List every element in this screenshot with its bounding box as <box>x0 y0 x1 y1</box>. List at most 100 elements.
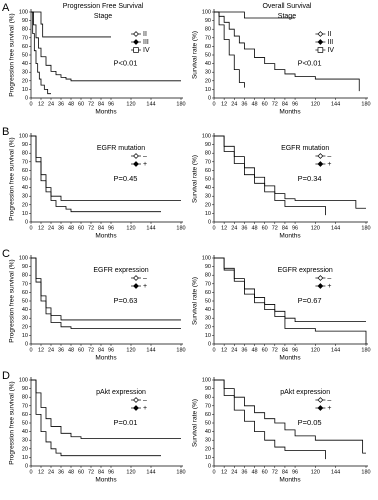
survival-curve <box>31 379 181 439</box>
x-tick-label: 180 <box>361 469 370 475</box>
legend-label: + <box>143 405 147 412</box>
y-tick-label: 70 <box>205 35 211 41</box>
y-tick-label: 10 <box>22 333 28 339</box>
y-tick-label: 30 <box>205 194 211 200</box>
y-tick-label: 90 <box>22 142 28 148</box>
p-value: P=0.01 <box>114 418 138 427</box>
legend-title: Stage <box>94 13 112 20</box>
x-tick-label: 36 <box>58 469 64 475</box>
x-tick-label: 12 <box>221 225 227 231</box>
legend-label: – <box>143 397 147 404</box>
y-tick-label: 100 <box>19 255 28 261</box>
x-axis-label: Months <box>95 109 117 116</box>
x-tick-label: 0 <box>212 225 215 231</box>
x-tick-label: 120 <box>311 347 320 353</box>
x-axis-label: Months <box>279 355 301 362</box>
y-tick-label: 60 <box>205 168 211 174</box>
y-tick-label: 10 <box>205 455 211 461</box>
y-tick-label: 30 <box>205 316 211 322</box>
x-axis-label: Months <box>279 233 301 240</box>
x-tick-label: 120 <box>311 469 320 475</box>
y-tick-label: 30 <box>205 70 211 76</box>
y-tick-label: 90 <box>205 386 211 392</box>
x-tick-label: 0 <box>212 469 215 475</box>
legend-marker <box>317 31 324 37</box>
x-tick-label: 36 <box>241 469 247 475</box>
x-tick-label: 84 <box>282 225 288 231</box>
y-tick-label: 80 <box>22 395 28 401</box>
y-axis-label: Progression free survival (%) <box>9 137 16 220</box>
y-tick-label: 10 <box>22 87 28 93</box>
x-tick-label: 180 <box>176 469 185 475</box>
x-tick-label: 144 <box>331 469 340 475</box>
y-tick-label: 50 <box>22 176 28 182</box>
x-tick-label: 72 <box>88 101 94 107</box>
survival-curve <box>214 135 326 216</box>
x-tick-label: 60 <box>262 101 268 107</box>
legend-marker <box>317 275 324 281</box>
y-tick-label: 40 <box>205 185 211 191</box>
survival-curve <box>31 257 181 321</box>
y-tick-label: 0 <box>208 219 211 225</box>
p-value: P=0.67 <box>298 296 322 305</box>
chart-title: pAkt expression <box>280 389 330 396</box>
p-value: P=0.34 <box>298 174 322 183</box>
legend-label: IV <box>143 47 150 54</box>
legend-marker <box>133 31 139 37</box>
survival-curve <box>31 135 181 201</box>
legend-marker <box>133 283 139 289</box>
x-tick-label: 96 <box>108 469 114 475</box>
y-tick-label: 10 <box>22 211 28 217</box>
x-tick-label: 36 <box>58 347 64 353</box>
y-tick-label: 90 <box>205 142 211 148</box>
x-axis-label: Months <box>279 109 301 116</box>
y-tick-label: 90 <box>22 264 28 270</box>
legend-label: – <box>327 153 331 160</box>
survival-curve <box>31 11 181 82</box>
y-tick-label: 60 <box>22 44 28 50</box>
x-tick-label: 96 <box>108 347 114 353</box>
survival-curve <box>31 135 161 213</box>
x-tick-label: 60 <box>78 225 84 231</box>
x-tick-label: 180 <box>176 347 185 353</box>
x-tick-label: 144 <box>146 225 155 231</box>
y-tick-label: 100 <box>202 9 211 15</box>
y-axis-label: Survival rate (%) <box>192 277 199 325</box>
x-tick-label: 72 <box>272 469 278 475</box>
legend-marker <box>317 153 324 159</box>
y-tick-label: 20 <box>205 446 211 452</box>
y-tick-label: 50 <box>205 52 211 58</box>
x-tick-label: 120 <box>126 101 135 107</box>
y-tick-label: 80 <box>205 395 211 401</box>
y-tick-label: 60 <box>205 290 211 296</box>
y-tick-label: 70 <box>205 159 211 165</box>
x-tick-label: 24 <box>48 347 54 353</box>
x-tick-label: 0 <box>212 347 215 353</box>
x-tick-label: 144 <box>331 225 340 231</box>
y-tick-label: 50 <box>205 420 211 426</box>
y-tick-label: 100 <box>202 377 211 383</box>
x-tick-label: 96 <box>292 101 298 107</box>
x-tick-label: 120 <box>311 225 320 231</box>
x-tick-label: 96 <box>292 347 298 353</box>
x-tick-label: 120 <box>126 469 135 475</box>
legend-title: Stage <box>278 13 296 20</box>
x-axis-label: Months <box>95 233 117 240</box>
y-tick-label: 80 <box>205 273 211 279</box>
y-tick-label: 0 <box>25 341 28 347</box>
legend-marker <box>317 39 324 45</box>
panel: 0 10 20 30 40 50 60 70 80 90 100 0 12 24 36 48 60 72 84 96 1… <box>192 133 371 240</box>
panel: 0 10 20 30 40 50 60 70 80 90 100 0 12 24 36 48 60 72 84 96 1… <box>2 126 186 240</box>
x-tick-label: 96 <box>292 469 298 475</box>
x-tick-label: 180 <box>361 101 370 107</box>
x-tick-label: 12 <box>38 101 44 107</box>
legend-marker <box>317 397 324 403</box>
legend-label: – <box>143 153 147 160</box>
p-value: P=0.63 <box>114 296 138 305</box>
x-tick-label: 0 <box>29 347 32 353</box>
legend-marker <box>133 397 139 403</box>
y-tick-label: 30 <box>22 194 28 200</box>
y-tick-label: 80 <box>205 151 211 157</box>
y-tick-label: 0 <box>208 95 211 101</box>
x-tick-label: 48 <box>68 101 74 107</box>
